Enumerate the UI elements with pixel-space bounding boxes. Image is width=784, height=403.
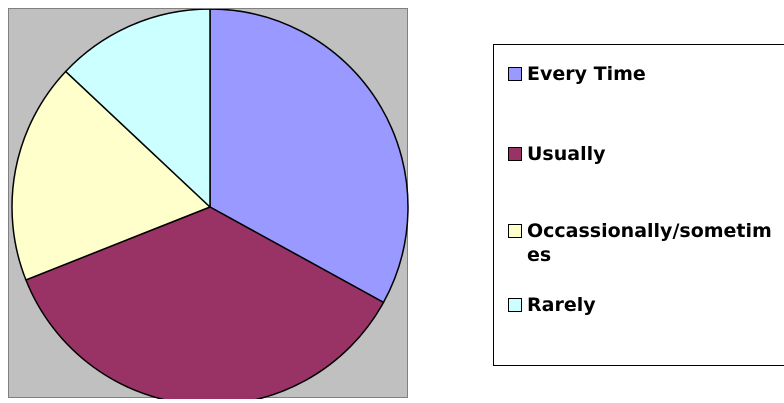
legend-label-occassionally-sometimes: Occassionally/sometimes <box>527 220 772 266</box>
legend-item-rarely: Rarely <box>508 293 777 317</box>
legend-item-usually: Usually <box>508 142 777 166</box>
legend-swatch-every-time <box>508 67 522 81</box>
legend-label-rarely: Rarely <box>527 294 596 316</box>
legend-swatch-usually <box>508 147 522 161</box>
pie-slice-rarely <box>64 9 211 208</box>
legend-label-every-time: Every Time <box>527 63 646 85</box>
pie-chart <box>11 9 409 399</box>
pie-slice-occassionally-sometimes <box>11 70 211 281</box>
pie-slice-usually <box>25 206 385 399</box>
legend-item-occassionally-sometimes: Occassionally/sometimes <box>508 219 777 267</box>
legend-swatch-rarely <box>508 298 522 312</box>
legend-label-usually: Usually <box>527 143 606 165</box>
legend-item-every-time: Every Time <box>508 62 777 86</box>
legend-swatch-occassionally-sometimes <box>508 224 522 238</box>
chart-plot-area <box>8 8 409 399</box>
pie-slice-every-time <box>209 9 409 304</box>
chart-legend: Every Time Usually Occassionally/sometim… <box>493 44 784 366</box>
